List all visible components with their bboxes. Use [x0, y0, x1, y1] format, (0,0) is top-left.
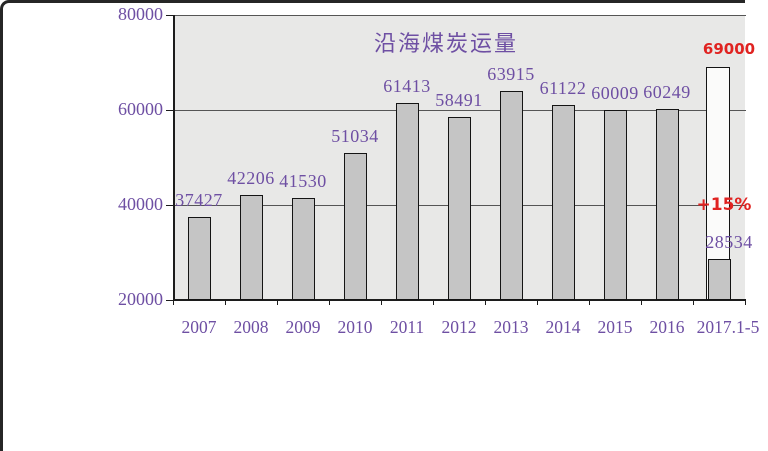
value-label-2014: 61122 — [539, 77, 587, 98]
value-label-2013: 63915 — [487, 64, 535, 85]
x-axis-label-2017.1-5: 2017.1-5 — [696, 317, 760, 337]
x-axis-label-2008: 2008 — [233, 317, 269, 337]
y-axis-tick-40000 — [166, 205, 174, 206]
x-axis-label-2012: 2012 — [441, 317, 477, 337]
gridline-80000 — [173, 14, 746, 16]
bar-2011 — [396, 103, 419, 300]
value-label-2015: 60009 — [591, 82, 639, 103]
x-axis-tick-1 — [225, 300, 226, 305]
y-axis-label-40000: 40000 — [118, 194, 163, 214]
x-axis-tick-3 — [329, 300, 330, 305]
x-axis-tick-10 — [693, 300, 694, 305]
value-label-2016: 60249 — [643, 81, 691, 102]
x-axis-label-2010: 2010 — [337, 317, 373, 337]
growth-annotation: +15% — [696, 195, 752, 215]
y-axis-tick-20000 — [166, 300, 174, 301]
chart-title: 沿海煤炭运量 — [373, 31, 518, 56]
bar-2014 — [552, 104, 575, 300]
x-axis-tick-9 — [641, 300, 642, 305]
bar-2007 — [188, 217, 211, 300]
x-axis-tick-2 — [277, 300, 278, 305]
x-axis-tick-11 — [745, 300, 746, 305]
x-axis-tick-5 — [433, 300, 434, 305]
bar-2017.1-5 — [708, 259, 731, 300]
y-axis-tick-60000 — [166, 110, 174, 111]
gridline-60000 — [173, 109, 746, 111]
projection-label-2017.1-5: 69000 — [702, 40, 756, 59]
value-label-2012: 58491 — [435, 90, 483, 111]
x-axis-label-2013: 2013 — [493, 317, 529, 337]
x-axis-label-2015: 2015 — [597, 317, 633, 337]
y-axis-line — [173, 15, 175, 300]
value-label-2017.1-5: 28534 — [705, 232, 753, 253]
bar-2015 — [604, 109, 627, 300]
bar-2008 — [240, 194, 263, 300]
value-label-2010: 51034 — [331, 125, 379, 146]
x-axis-tick-6 — [485, 300, 486, 305]
x-axis-label-2011: 2011 — [389, 317, 425, 337]
value-label-2011: 61413 — [383, 76, 431, 97]
bar-2013 — [500, 91, 523, 300]
y-axis-label-60000: 60000 — [118, 99, 163, 119]
value-label-2009: 41530 — [279, 170, 327, 191]
x-axis-tick-0 — [173, 300, 174, 305]
y-axis-label-20000: 20000 — [118, 289, 163, 309]
bar-2009 — [292, 197, 315, 300]
x-axis-tick-7 — [537, 300, 538, 305]
value-label-2008: 42206 — [227, 167, 275, 188]
y-axis-tick-80000 — [166, 15, 174, 16]
value-label-2007: 37427 — [175, 190, 223, 211]
x-axis-label-2016: 2016 — [649, 317, 685, 337]
x-axis-tick-4 — [381, 300, 382, 305]
y-axis-label-80000: 80000 — [118, 4, 163, 24]
bar-2010 — [344, 152, 367, 300]
slide-border — [0, 0, 745, 451]
x-axis-label-2014: 2014 — [545, 317, 581, 337]
bar-2012 — [448, 117, 471, 300]
bar-2016 — [656, 108, 679, 300]
x-axis-tick-8 — [589, 300, 590, 305]
x-axis-label-2009: 2009 — [285, 317, 321, 337]
x-axis-label-2007: 2007 — [181, 317, 217, 337]
